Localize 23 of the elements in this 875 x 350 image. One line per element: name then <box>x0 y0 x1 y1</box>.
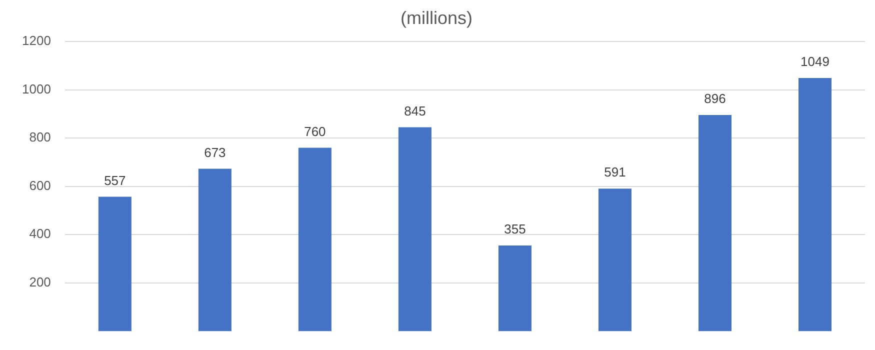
data-label: 1049 <box>800 54 830 70</box>
chart-title: (millions) <box>400 8 472 28</box>
data-label: 896 <box>704 91 726 106</box>
y-tick-label: 800 <box>29 130 51 145</box>
y-tick-label: 1000 <box>22 81 51 96</box>
data-label: 557 <box>104 172 126 188</box>
bar <box>398 127 432 332</box>
y-tick-label: 600 <box>29 178 51 193</box>
data-label: 845 <box>404 103 426 118</box>
data-label: 760 <box>304 124 326 139</box>
y-tick-label: 1200 <box>22 33 51 48</box>
bar <box>198 168 232 332</box>
bar <box>798 78 832 332</box>
bar <box>298 148 332 332</box>
data-label: 591 <box>604 164 626 180</box>
bar <box>698 114 732 332</box>
y-tick-label: 400 <box>29 226 51 242</box>
data-label: 673 <box>204 144 226 160</box>
bar <box>98 196 132 332</box>
y-tick-label: 200 <box>29 274 51 290</box>
bar <box>498 246 532 332</box>
bar <box>598 188 632 332</box>
data-label: 355 <box>504 222 526 237</box>
